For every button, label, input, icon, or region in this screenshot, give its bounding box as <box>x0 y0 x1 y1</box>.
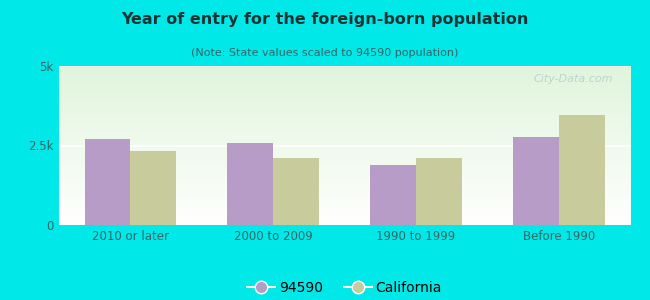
Bar <box>227 143 273 225</box>
Bar <box>513 137 559 225</box>
Legend: 94590, California: 94590, California <box>241 276 448 300</box>
Text: (Note: State values scaled to 94590 population): (Note: State values scaled to 94590 popu… <box>191 48 459 58</box>
Text: Year of entry for the foreign-born population: Year of entry for the foreign-born popul… <box>122 12 528 27</box>
Bar <box>416 158 462 225</box>
Text: City-Data.com: City-Data.com <box>534 74 614 84</box>
Bar <box>273 158 318 225</box>
Bar <box>130 151 176 225</box>
Bar <box>84 139 130 225</box>
Bar <box>559 115 604 225</box>
Bar <box>370 165 416 225</box>
